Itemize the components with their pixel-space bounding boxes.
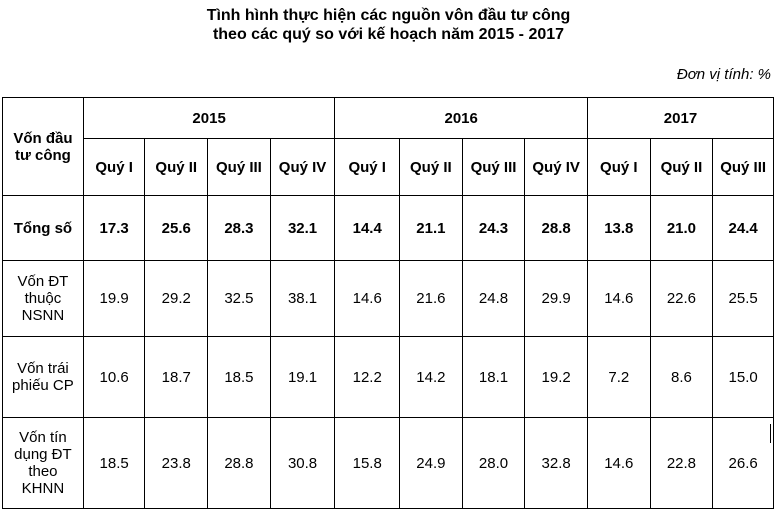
table-cell: 32.8: [524, 417, 588, 509]
table-cell: 22.6: [649, 260, 714, 337]
table-cell: 21.6: [399, 260, 463, 337]
quarter-header: Quý III: [207, 138, 271, 196]
table-cell: 19.1: [269, 336, 336, 418]
year-header: 2015: [82, 97, 336, 139]
table-cell: 28.3: [207, 195, 271, 261]
table-cell: 21.0: [649, 195, 714, 261]
year-header-row: Vốn đầu tư công 2015 2016 2017: [2, 97, 775, 196]
table-cell: 18.5: [82, 417, 146, 509]
table-cell: 23.8: [144, 417, 209, 509]
table-cell: 18.1: [461, 336, 526, 418]
table-cell: 25.5: [712, 260, 774, 337]
table-cell: 13.8: [586, 195, 651, 261]
quarter-header: Quý I: [586, 138, 651, 196]
table-cell: 14.2: [399, 336, 463, 418]
table-cell: 26.6: [712, 417, 774, 509]
table-cell: 28.8: [524, 195, 588, 261]
table-cell: 38.1: [269, 260, 336, 337]
table-cell: 28.8: [207, 417, 271, 509]
table-cell: 30.8: [269, 417, 336, 509]
quarter-header: Quý IV: [269, 138, 336, 196]
table-cell: 12.2: [334, 336, 401, 418]
row-label: Vốn tín dụng ĐT theo KHNN: [2, 417, 84, 509]
unit-label: Đơn vị tính: %: [676, 66, 771, 83]
table-cell: 28.0: [461, 417, 526, 509]
quarter-header: Quý I: [334, 138, 401, 196]
quarter-header: Quý III: [712, 138, 774, 196]
table-cell: 14.4: [334, 195, 401, 261]
table-cell: 18.5: [207, 336, 271, 418]
table-cell: 15.8: [334, 417, 401, 509]
table-cell: 19.9: [82, 260, 146, 337]
table-cell: 14.6: [586, 260, 651, 337]
table-cell: 14.6: [334, 260, 401, 337]
quarter-header: Quý III: [461, 138, 526, 196]
quarter-header: Quý II: [649, 138, 714, 196]
table-row-bonds: Vốn trái phiếu CP 10.6 18.7 18.5 19.1 12…: [2, 336, 774, 418]
table-cell: 32.1: [269, 195, 336, 261]
quarter-header: Quý II: [144, 138, 209, 196]
table-cell: 24.9: [399, 417, 463, 509]
table-cell: 18.7: [144, 336, 209, 418]
table-title-line-1: Tình hình thực hiện các nguồn vôn đầu tư…: [206, 7, 571, 24]
text-cursor: [770, 424, 771, 443]
table-row-credit: Vốn tín dụng ĐT theo KHNN 18.5 23.8 28.8…: [2, 417, 774, 509]
row-label: Vốn ĐT thuộc NSNN: [2, 260, 84, 337]
table-cell: 15.0: [712, 336, 774, 418]
quarter-header-row: Quý I Quý II Quý III Quý IV Quý I Quý II…: [3, 138, 774, 196]
table-cell: 24.4: [712, 195, 774, 261]
row-label: Vốn trái phiếu CP: [2, 336, 84, 418]
table-cell: 19.2: [524, 336, 588, 418]
table-cell: 29.9: [524, 260, 588, 337]
year-header: 2016: [334, 97, 588, 139]
table-cell: 24.8: [461, 260, 526, 337]
year-header: 2017: [586, 97, 775, 139]
row-label: Tổng số: [2, 195, 84, 261]
table-cell: 17.3: [82, 195, 146, 261]
table-cell: 25.6: [144, 195, 209, 261]
investment-table: Vốn đầu tư công 2015 2016 2017 Quý I Quý…: [2, 97, 775, 509]
table-cell: 21.1: [399, 195, 463, 261]
table-cell: 22.8: [649, 417, 714, 509]
table-row-nsnn: Vốn ĐT thuộc NSNN 19.9 29.2 32.5 38.1 14…: [2, 260, 774, 337]
table-row-total: Tổng số 17.3 25.6 28.3 32.1 14.4 21.1 24…: [2, 195, 774, 261]
table-cell: 24.3: [461, 195, 526, 261]
table-cell: 29.2: [144, 260, 209, 337]
table-cell: 8.6: [649, 336, 714, 418]
table-cell: 32.5: [207, 260, 271, 337]
corner-header: Vốn đầu tư công: [2, 97, 84, 196]
quarter-header: Quý I: [82, 138, 146, 196]
table-cell: 10.6: [82, 336, 146, 418]
table-title-line-2: theo các quý so với kế hoạch năm 2015 - …: [212, 26, 565, 43]
table-cell: 14.6: [586, 417, 651, 509]
table-cell: 7.2: [586, 336, 651, 418]
quarter-header: Quý II: [399, 138, 463, 196]
quarter-header: Quý IV: [524, 138, 588, 196]
